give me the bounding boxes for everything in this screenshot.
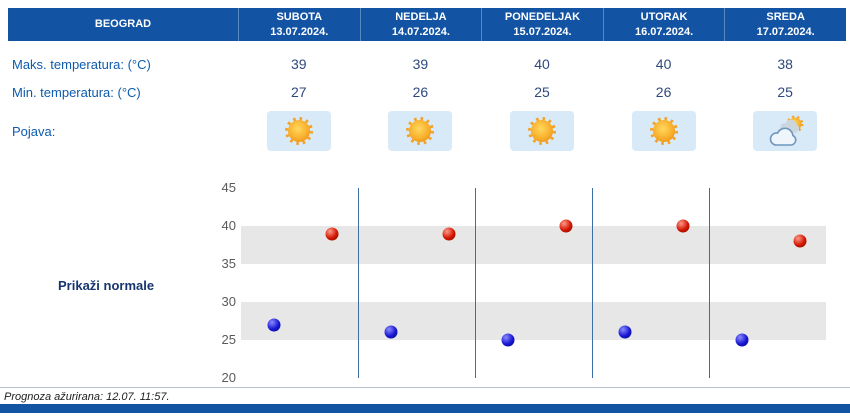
sun-behind-clouds-icon (769, 115, 804, 146)
chart-band (241, 188, 826, 226)
footer-divider (0, 387, 850, 388)
chart-band (241, 302, 826, 340)
min-temp-value: 25 (777, 84, 793, 100)
phenomena-cell (724, 111, 846, 151)
min-temp-point (267, 318, 281, 332)
max-temp-label: Maks. temperatura: (°C) (12, 56, 151, 72)
phenomena-cell (238, 111, 360, 151)
day-header-tuesday: UTORAK 16.07.2024. (602, 8, 725, 41)
sun-icon (406, 117, 435, 145)
y-axis-tick-label: 45 (221, 180, 236, 195)
phenomena-row: Pojava: (8, 108, 846, 154)
day-date: 14.07.2024. (391, 25, 450, 38)
day-header-monday: PONEDELJAK 15.07.2024. (481, 8, 603, 41)
max-temp-value: 38 (777, 56, 793, 72)
phenomena-cell (360, 111, 482, 151)
y-axis-tick-label: 40 (221, 218, 236, 233)
max-temp-point (442, 227, 456, 241)
min-temp-point (618, 325, 632, 339)
day-date: 13.07.2024. (270, 25, 329, 38)
day-separator-line (475, 188, 476, 378)
max-temp-point (559, 219, 573, 233)
max-temp-row: Maks. temperatura: (°C) 39 39 40 40 38 (8, 52, 846, 76)
min-temp-value: 26 (655, 84, 672, 100)
min-temp-value: 25 (534, 84, 550, 100)
max-temp-value: 39 (291, 56, 307, 72)
weather-icon-box (388, 111, 453, 151)
max-temp-value: 40 (534, 56, 550, 72)
y-axis-tick-label: 35 (221, 256, 236, 271)
y-axis-tick-label: 30 (221, 294, 236, 309)
chart-band (241, 264, 826, 302)
chart-y-axis: 20 25 30 35 40 45 (196, 180, 240, 385)
location-header: BEOGRAD (94, 18, 152, 31)
max-temp-point (325, 227, 339, 241)
show-normals-button[interactable]: Prikaži normale (58, 278, 155, 293)
forecast-header-row: BEOGRAD SUBOTA 13.07.2024. NEDELJA 14.07… (8, 8, 846, 41)
min-temp-label: Min. temperatura: (°C) (12, 84, 141, 100)
day-name: PONEDELJAK (504, 10, 581, 23)
weather-icon-box (509, 111, 574, 151)
weather-icon-box (631, 111, 696, 151)
forecast-updated-text: Prognoza ažurirana: 12.07. 11:57. (4, 391, 170, 403)
min-temp-point (384, 325, 398, 339)
min-temp-value: 27 (291, 84, 307, 100)
weather-icon-box (753, 111, 818, 151)
phenomena-cell (603, 111, 725, 151)
phenomena-label: Pojava: (12, 123, 56, 139)
day-separator-line (358, 188, 359, 378)
day-date: 16.07.2024. (635, 25, 694, 38)
max-temp-value: 39 (412, 56, 429, 72)
max-temp-point (676, 219, 690, 233)
min-temp-value: 26 (412, 84, 429, 100)
day-name: NEDELJA (395, 10, 447, 23)
footer-blue-bar (0, 404, 850, 413)
day-header-saturday: SUBOTA 13.07.2024. (238, 8, 360, 41)
y-axis-tick-label: 20 (221, 370, 236, 385)
sun-icon (527, 117, 556, 145)
min-temp-row: Min. temperatura: (°C) 27 26 25 26 25 (8, 80, 846, 104)
sun-icon (284, 117, 313, 145)
max-temp-value: 40 (655, 56, 672, 72)
day-date: 17.07.2024. (756, 25, 815, 38)
y-axis-tick-label: 25 (221, 332, 236, 347)
day-header-sunday: NEDELJA 14.07.2024. (359, 8, 482, 41)
max-temp-point (793, 234, 807, 248)
day-header-wednesday: SREDA 17.07.2024. (724, 8, 846, 41)
sun-icon (649, 117, 678, 145)
day-separator-line (709, 188, 710, 378)
min-temp-point (501, 333, 515, 347)
day-date: 15.07.2024. (513, 25, 572, 38)
temperature-chart-plot (241, 188, 826, 378)
phenomena-cell (481, 111, 603, 151)
day-name: SREDA (766, 10, 805, 23)
day-separator-line (592, 188, 593, 378)
day-name: SUBOTA (276, 10, 323, 23)
min-temp-point (735, 333, 749, 347)
weather-icon-box (266, 111, 331, 151)
day-name: UTORAK (640, 10, 688, 23)
